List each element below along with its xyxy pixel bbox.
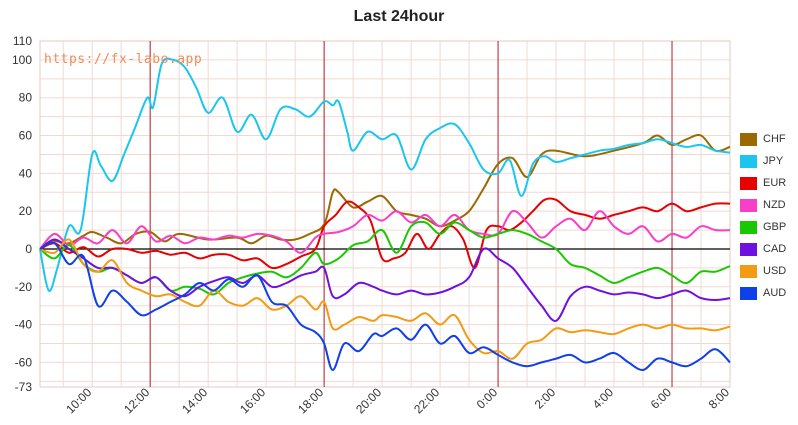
legend-label: AUD [763, 287, 787, 299]
x-tick-label: 8:00 [706, 385, 733, 412]
y-tick-label: 80 [19, 91, 33, 105]
legend-item-gbp[interactable]: GBP [740, 216, 786, 238]
legend-label: JPY [763, 155, 784, 167]
legend-swatch [740, 176, 757, 190]
y-tick-label: -60 [15, 355, 33, 369]
x-tick-label: 22:00 [411, 385, 442, 416]
chart-title: Last 24hour [353, 8, 445, 25]
y-tick-label: 40 [19, 166, 33, 180]
y-tick-label: 60 [19, 129, 33, 143]
x-tick-label: 14:00 [179, 385, 210, 416]
x-tick-label: 0:00 [474, 385, 501, 412]
watermark-text: https://fx-labo.app [44, 52, 203, 67]
series-line-jpy [39, 57, 731, 292]
legend-label: CAD [763, 243, 787, 255]
plot-area [39, 40, 731, 388]
series-line-nzd [39, 209, 731, 254]
legend-swatch [740, 198, 757, 212]
legend-swatch [740, 286, 757, 300]
series-line-aud [39, 241, 731, 372]
series-line-eur [39, 197, 731, 270]
legend-item-jpy[interactable]: JPY [740, 150, 786, 172]
legend-item-aud[interactable]: AUD [740, 282, 786, 304]
y-tick-label: 0 [25, 242, 32, 256]
legend-item-eur[interactable]: EUR [740, 172, 786, 194]
chart-legend: CHF JPY EUR NZD GBP CAD USD AUD [740, 128, 786, 304]
x-tick-label: 6:00 [648, 385, 675, 412]
x-tick-label: 10:00 [63, 385, 94, 416]
series-line-usd [39, 238, 731, 360]
legend-item-usd[interactable]: USD [740, 260, 786, 282]
series-line-chf [39, 134, 731, 250]
legend-label: EUR [763, 177, 787, 189]
y-tick-label: -20 [15, 280, 33, 294]
y-tick-label: -73 [15, 380, 33, 394]
y-tick-label: -40 [15, 318, 33, 332]
x-tick-label: 12:00 [121, 385, 152, 416]
y-tick-label: 100 [12, 53, 32, 67]
x-tick-label: 2:00 [532, 385, 559, 412]
legend-item-chf[interactable]: CHF [740, 128, 786, 150]
legend-swatch [740, 264, 757, 278]
legend-item-nzd[interactable]: NZD [740, 194, 786, 216]
legend-label: GBP [763, 221, 787, 233]
legend-label: CHF [763, 133, 786, 145]
legend-label: USD [763, 265, 787, 277]
legend-swatch [740, 242, 757, 256]
legend-swatch [740, 220, 757, 234]
legend-label: NZD [763, 199, 786, 211]
y-tick-label: 20 [19, 204, 33, 218]
x-tick-label: 18:00 [295, 385, 326, 416]
legend-swatch [740, 154, 757, 168]
x-tick-label: 16:00 [237, 385, 268, 416]
legend-swatch [740, 132, 757, 146]
series-line-cad [39, 238, 731, 322]
legend-item-cad[interactable]: CAD [740, 238, 786, 260]
y-tick-label: 110 [13, 34, 32, 48]
x-tick-label: 20:00 [353, 385, 384, 416]
x-tick-label: 4:00 [590, 385, 617, 412]
